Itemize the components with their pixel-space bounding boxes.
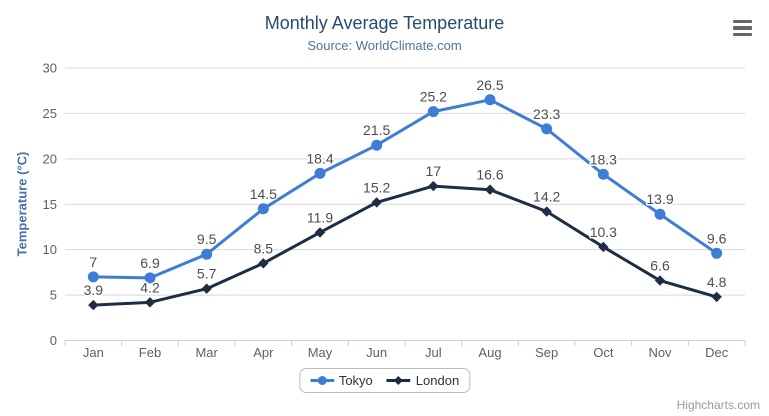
- london-data-label: 4.2: [140, 279, 160, 295]
- london-data-label: 3.9: [84, 282, 104, 298]
- y-axis-tick-label: 20: [43, 151, 57, 166]
- london-point-marker[interactable]: [314, 227, 326, 238]
- tokyo-point-marker[interactable]: [711, 247, 723, 259]
- y-axis-tick-label: 10: [43, 242, 57, 257]
- tokyo-data-label: 14.5: [250, 186, 277, 202]
- tokyo-data-label: 13.9: [646, 191, 673, 207]
- context-menu-button[interactable]: [733, 18, 755, 38]
- x-axis-label: Apr: [253, 345, 274, 360]
- tokyo-point-marker[interactable]: [427, 106, 439, 118]
- x-axis-label: Feb: [139, 345, 161, 360]
- london-data-label: 4.8: [707, 274, 727, 290]
- y-axis-tick-label: 30: [43, 61, 57, 76]
- london-series-legend-marker: [386, 376, 411, 385]
- x-axis-label: Oct: [593, 345, 614, 360]
- london-data-label: 6.6: [650, 258, 670, 274]
- tokyo-data-label: 9.6: [707, 230, 727, 246]
- x-axis-label: Dec: [705, 345, 729, 360]
- credits-link[interactable]: Highcharts.com: [676, 398, 760, 412]
- legend-label-tokyo: Tokyo: [338, 373, 373, 388]
- london-data-label: 8.5: [254, 240, 274, 256]
- legend-label-london: London: [415, 373, 460, 388]
- tokyo-data-label: 18.4: [306, 150, 333, 166]
- tokyo-data-label: 7: [89, 254, 97, 270]
- tokyo-data-label: 9.5: [197, 231, 217, 247]
- tokyo-point-marker[interactable]: [654, 208, 666, 220]
- tokyo-point-marker[interactable]: [257, 203, 269, 215]
- london-point-marker[interactable]: [258, 258, 269, 269]
- london-point-marker[interactable]: [598, 241, 609, 253]
- legend-item-london[interactable]: London: [386, 373, 460, 388]
- y-axis-tick-label: 5: [50, 288, 57, 303]
- london-point-marker[interactable]: [654, 275, 666, 286]
- x-axis-label: Aug: [478, 345, 501, 360]
- london-point-marker[interactable]: [428, 180, 439, 192]
- london-point-marker[interactable]: [711, 291, 722, 303]
- tokyo-point-marker[interactable]: [541, 123, 553, 135]
- x-axis-label: Jul: [425, 345, 442, 360]
- london-data-label: 14.2: [533, 189, 560, 205]
- tokyo-point-marker[interactable]: [597, 168, 609, 180]
- london-point-marker[interactable]: [541, 206, 552, 217]
- legend-item-tokyo[interactable]: Tokyo: [309, 373, 373, 388]
- x-axis-label: Mar: [195, 345, 218, 360]
- london-point-marker[interactable]: [371, 197, 382, 208]
- legend-box: Tokyo London: [298, 368, 471, 393]
- tokyo-series-legend-marker: [309, 376, 334, 385]
- tokyo-point-marker[interactable]: [314, 167, 326, 179]
- tokyo-data-label: 18.3: [590, 151, 617, 167]
- london-point-marker[interactable]: [144, 297, 156, 308]
- london-data-label: 11.9: [307, 209, 333, 225]
- tokyo-data-label: 6.9: [140, 255, 160, 271]
- tokyo-point-marker[interactable]: [87, 271, 99, 283]
- y-axis-tick-label: 0: [50, 333, 57, 348]
- chart-subtitle: Source: WorldClimate.com: [307, 38, 462, 53]
- y-axis-tick-label: 15: [43, 197, 57, 212]
- x-axis-label: Nov: [648, 345, 672, 360]
- london-data-label: 10.3: [590, 224, 617, 240]
- tokyo-point-marker[interactable]: [484, 94, 496, 106]
- x-axis-label: Jan: [83, 345, 104, 360]
- tokyo-data-label: 26.5: [476, 77, 503, 93]
- tokyo-point-marker[interactable]: [201, 248, 213, 260]
- london-data-label: 17: [426, 163, 442, 179]
- london-point-marker[interactable]: [484, 184, 496, 195]
- london-series-line[interactable]: [91, 184, 719, 307]
- y-axis-tick-label: 25: [43, 106, 57, 121]
- london-data-label: 5.7: [197, 266, 217, 282]
- chart-title: Monthly Average Temperature: [264, 13, 505, 33]
- london-data-label: 16.6: [476, 167, 503, 183]
- x-axis-label: Jun: [366, 345, 387, 360]
- x-axis-label: May: [308, 345, 333, 360]
- london-data-label: 15.2: [363, 179, 390, 195]
- tokyo-data-label: 25.2: [420, 89, 447, 105]
- tokyo-point-marker[interactable]: [371, 139, 383, 151]
- tokyo-series-line[interactable]: [91, 98, 719, 280]
- london-point-marker[interactable]: [88, 299, 99, 311]
- tokyo-data-label: 23.3: [533, 106, 560, 122]
- tokyo-data-label: 21.5: [363, 122, 390, 138]
- london-point-marker[interactable]: [201, 283, 212, 294]
- x-axis-label: Sep: [535, 345, 558, 360]
- tokyo-point-marker[interactable]: [144, 272, 156, 284]
